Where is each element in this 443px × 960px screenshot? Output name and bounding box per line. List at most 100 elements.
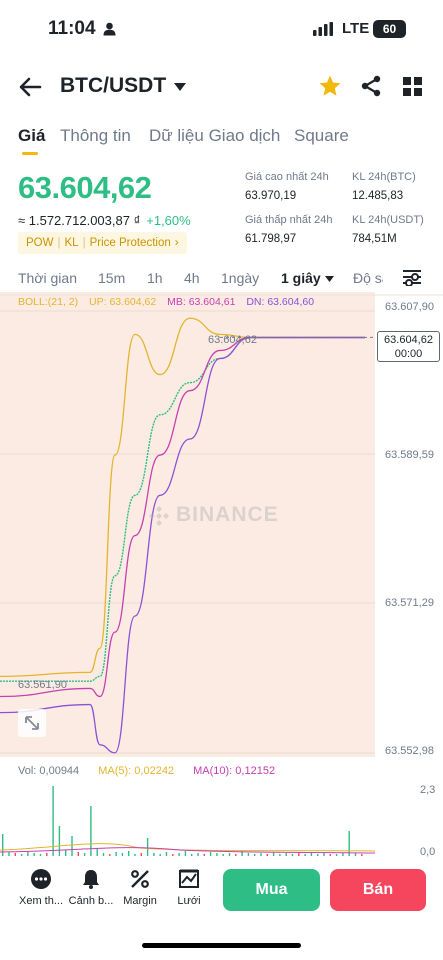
margin-label: Margin [123,895,157,907]
boll-legend: BOLL:(21, 2) UP: 63.604,62 MB: 63.604,61… [18,296,322,308]
price-sub: ≈ 1.572.712.003,87 ₫ +1,60% [18,213,191,228]
margin-button[interactable]: Margin [115,868,165,907]
grid-icon[interactable] [403,77,422,96]
volume-bar [292,854,293,856]
stat-low-label: Giá thấp nhất 24h [245,214,332,226]
volume-bar [172,854,173,856]
vol-ma10: MA(10): 0,12152 [193,765,275,777]
volume-bar [34,853,35,856]
volume-bar [115,852,116,856]
bottom-action-bar: Xem th... Cảnh b... Margin Lưới Mua Bán [0,862,443,922]
volume-bar [216,853,217,856]
chart-settings-icon[interactable] [402,268,422,286]
share-icon[interactable] [360,75,382,97]
alert-label: Cảnh b... [69,895,114,907]
tag-pow: POW [26,237,53,249]
volume-bar [78,852,79,856]
stat-high-label: Giá cao nhất 24h [245,171,329,183]
boll-dn: DN: 63.604,60 [246,296,314,308]
caret-down-icon [325,276,334,282]
tf-4h[interactable]: 4h [184,270,200,286]
back-arrow-icon[interactable] [18,76,42,98]
volume-bar [178,853,179,856]
tf-15m[interactable]: 15m [98,270,125,286]
volume-bar [229,853,230,856]
volume-bar [298,853,299,856]
more-button[interactable]: Xem th... [16,868,66,907]
volume-axis-label: 2,3 [420,784,435,796]
header: BTC/USDT [0,64,443,110]
volume-bar [342,853,343,856]
volume-bar [317,854,318,856]
buy-button[interactable]: Mua [223,869,320,911]
volume-bar [235,854,236,856]
tf-depth[interactable]: Độ sâu [353,270,383,286]
binance-logo-icon [148,505,170,527]
tab-info[interactable]: Thông tin [60,126,131,146]
volume-bar [330,854,331,856]
y-axis-label: 63.607,90 [385,301,434,313]
volume-bar [71,836,72,856]
tag-kl: KL [64,237,78,249]
price-chart[interactable] [0,292,443,762]
volume-bar [21,854,22,856]
tf-1s[interactable]: 1 giây [281,270,334,286]
volume-bar [267,854,268,856]
volume-bar [65,850,66,856]
watermark: BINANCE [176,503,279,527]
volume-bar [109,854,110,856]
volume-bar [260,853,261,856]
pair-title[interactable]: BTC/USDT [60,74,166,98]
stat-vol-usdt: KL 24h(USDT) 784,51M [352,214,424,245]
current-price-value: 63.604,62 [378,333,439,347]
tab-square[interactable]: Square [294,126,349,146]
volume-bar [153,853,154,856]
stat-high-value: 63.970,19 [245,190,329,202]
fiat-price: ≈ 1.572.712.003,87 ₫ [18,213,140,228]
vol-value: Vol: 0,00944 [18,765,79,777]
star-icon[interactable] [318,74,342,98]
tag-row[interactable]: POW | KL | Price Protection › [18,232,187,254]
tf-time[interactable]: Thời gian [18,270,77,286]
volume-bar [279,854,280,856]
volume-chart [0,778,375,858]
tag-price-protection: Price Protection [90,237,171,249]
tf-1h[interactable]: 1h [147,270,163,286]
alert-button[interactable]: Cảnh b... [66,868,116,907]
tf-1day[interactable]: 1ngày [221,270,259,286]
y-axis-label: 63.552,98 [385,745,434,757]
volume-bar [8,852,9,856]
volume-bar [147,838,148,856]
bell-icon [80,868,102,890]
sell-button[interactable]: Bán [330,869,426,911]
home-indicator [142,943,301,948]
grid-trading-button[interactable]: Lưới [164,868,214,907]
volume-bar [128,851,129,856]
volume-bar [323,853,324,856]
volume-bar [223,854,224,856]
stat-vol-btc: KL 24h(BTC) 12.485,83 [352,171,416,202]
tab-bar: Giá Thông tin Dữ liệu Giao dịch Square [0,122,443,162]
tab-price[interactable]: Giá [18,126,45,146]
volume-bar [141,853,142,856]
caret-down-icon[interactable] [174,83,186,91]
volume-bar [134,854,135,856]
tf-1s-label: 1 giây [281,270,321,286]
stat-high: Giá cao nhất 24h 63.970,19 [245,171,329,202]
tab-trading-data[interactable]: Dữ liệu Giao dịch [149,126,280,146]
more-icon [30,868,52,890]
status-bar: 11:04 LTE 60 [0,0,443,60]
volume-bar [122,853,123,856]
volume-bar [210,852,211,856]
volume-bar [40,854,41,856]
volume-bar [204,854,205,856]
more-label: Xem th... [19,895,63,907]
grid-trading-icon [178,868,200,890]
volume-bar [160,854,161,856]
expand-icon[interactable] [18,709,46,737]
volume-bar [355,853,356,856]
stat-vol-btc-label: KL 24h(BTC) [352,171,416,183]
volume-bar [191,854,192,856]
volume-bar [304,854,305,856]
volume-bar [103,853,104,856]
